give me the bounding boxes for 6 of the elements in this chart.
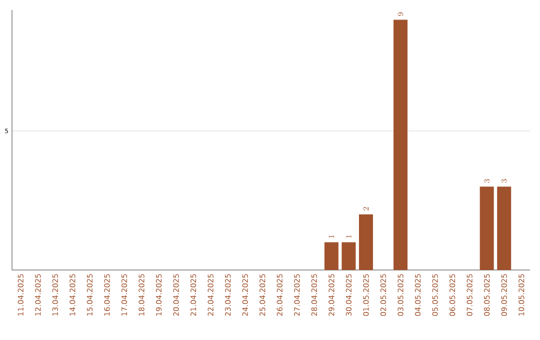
bar (497, 186, 512, 270)
bar (480, 186, 494, 270)
bar (342, 242, 356, 270)
bar (358, 214, 373, 270)
bar (324, 242, 338, 270)
bar (394, 20, 408, 270)
